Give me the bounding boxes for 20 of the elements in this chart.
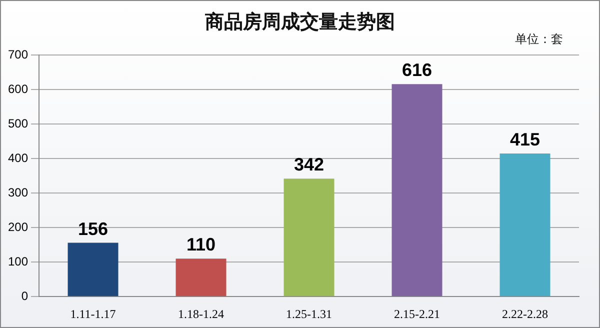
y-tick-label: 600 [8, 82, 28, 96]
y-tick-label: 0 [21, 288, 28, 303]
text: 单位：套 [515, 31, 563, 48]
x-tick-label: 1.18-1.24 [178, 306, 224, 321]
x-tick-label: 2.15-2.21 [394, 306, 440, 321]
x-tick-label: 1.25-1.31 [286, 306, 332, 321]
data-label: 342 [294, 154, 324, 175]
data-label: 616 [402, 60, 432, 80]
y-tick-label: 500 [8, 116, 28, 130]
y-tick-label: 200 [8, 220, 28, 234]
data-label: 110 [186, 234, 216, 255]
y-tick-label: 300 [8, 185, 28, 200]
y-tick-label: 700 [8, 48, 28, 62]
y-tick-label: 100 [8, 254, 28, 268]
data-label: 156 [78, 218, 108, 239]
x-tick-label: 1.11-1.17 [70, 306, 116, 321]
x-tick-label: 2.22-2.28 [502, 306, 548, 321]
data-label: 415 [510, 129, 540, 150]
y-tick-label: 400 [8, 150, 28, 165]
chart-title: 商品房周成交量走势图 [205, 11, 395, 33]
